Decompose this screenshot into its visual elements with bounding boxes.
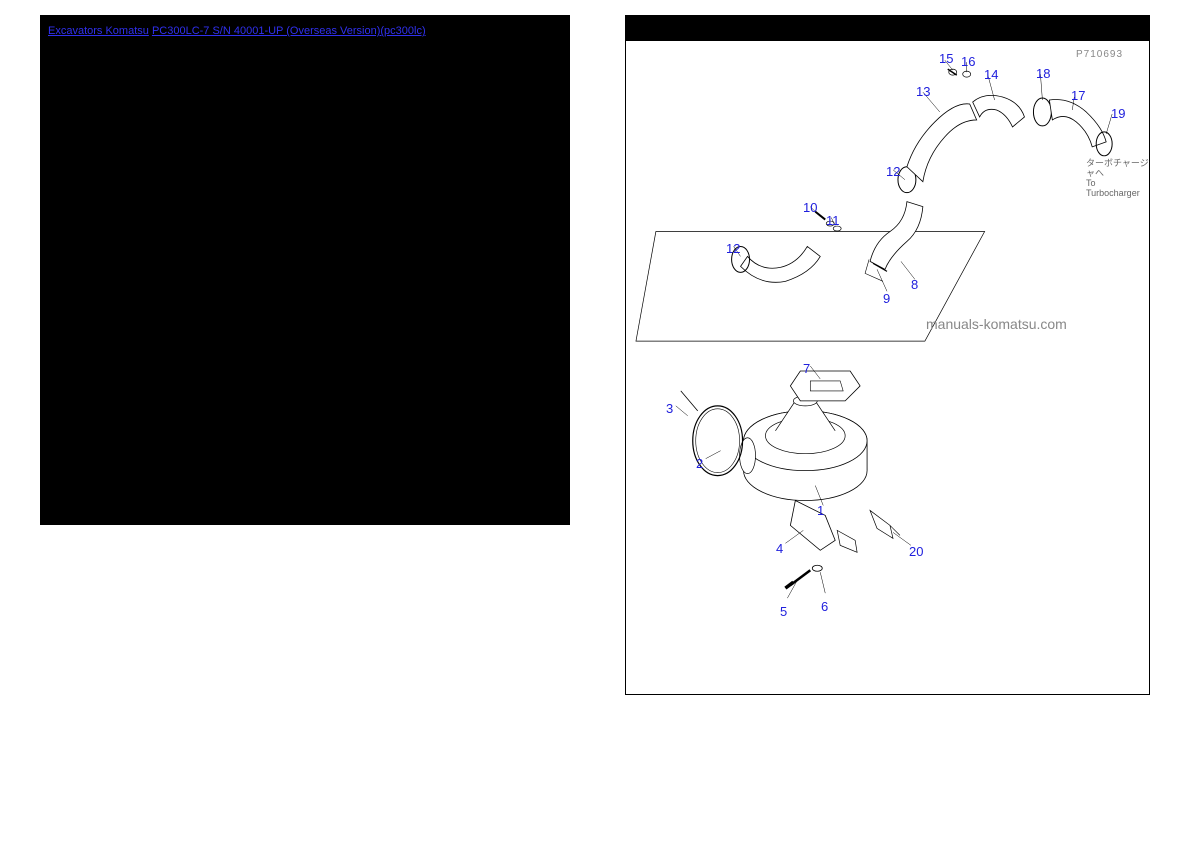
callout-7: 7 <box>803 361 810 376</box>
callout-20: 20 <box>909 544 923 559</box>
callout-12: 12 <box>886 164 900 179</box>
turbo-label: ターボチャージャへ To Turbocharger <box>1086 159 1149 199</box>
callout-14: 14 <box>984 67 998 82</box>
callout-16: 16 <box>961 54 975 69</box>
callout-6: 6 <box>821 599 828 614</box>
diagram-area: P710693 manuals-komatsu.com ターボチャージャへ To… <box>626 41 1149 696</box>
parts-diagram-svg <box>626 41 1149 696</box>
callout-5: 5 <box>780 604 787 619</box>
breadcrumb: Excavators Komatsu PC300LC-7 S/N 40001-U… <box>40 15 570 47</box>
breadcrumb-model-link[interactable]: PC300LC-7 S/N 40001-UP (Overseas Version… <box>152 25 426 37</box>
breadcrumb-prefix-link[interactable]: Excavators Komatsu <box>48 25 149 37</box>
diagram-code: P710693 <box>1076 49 1123 60</box>
callout-1: 1 <box>817 503 824 518</box>
callout-10: 10 <box>803 200 817 215</box>
callout-3: 3 <box>666 401 673 416</box>
callout-18: 18 <box>1036 66 1050 81</box>
callout-12: 12 <box>726 241 740 256</box>
turbo-label-en: To Turbocharger <box>1086 178 1140 198</box>
watermark-text: manuals-komatsu.com <box>926 316 1067 332</box>
diagram-header-bar <box>626 16 1149 41</box>
callout-9: 9 <box>883 291 890 306</box>
callout-19: 19 <box>1111 106 1125 121</box>
turbo-label-jp: ターボチャージャへ <box>1086 158 1149 178</box>
callout-8: 8 <box>911 277 918 292</box>
callout-13: 13 <box>916 84 930 99</box>
callout-4: 4 <box>776 541 783 556</box>
callout-17: 17 <box>1071 88 1085 103</box>
callout-11: 11 <box>826 213 840 228</box>
callout-2: 2 <box>696 456 703 471</box>
diagram-panel: P710693 manuals-komatsu.com ターボチャージャへ To… <box>625 15 1150 695</box>
callout-15: 15 <box>939 51 953 66</box>
text-panel: Excavators Komatsu PC300LC-7 S/N 40001-U… <box>40 15 570 525</box>
